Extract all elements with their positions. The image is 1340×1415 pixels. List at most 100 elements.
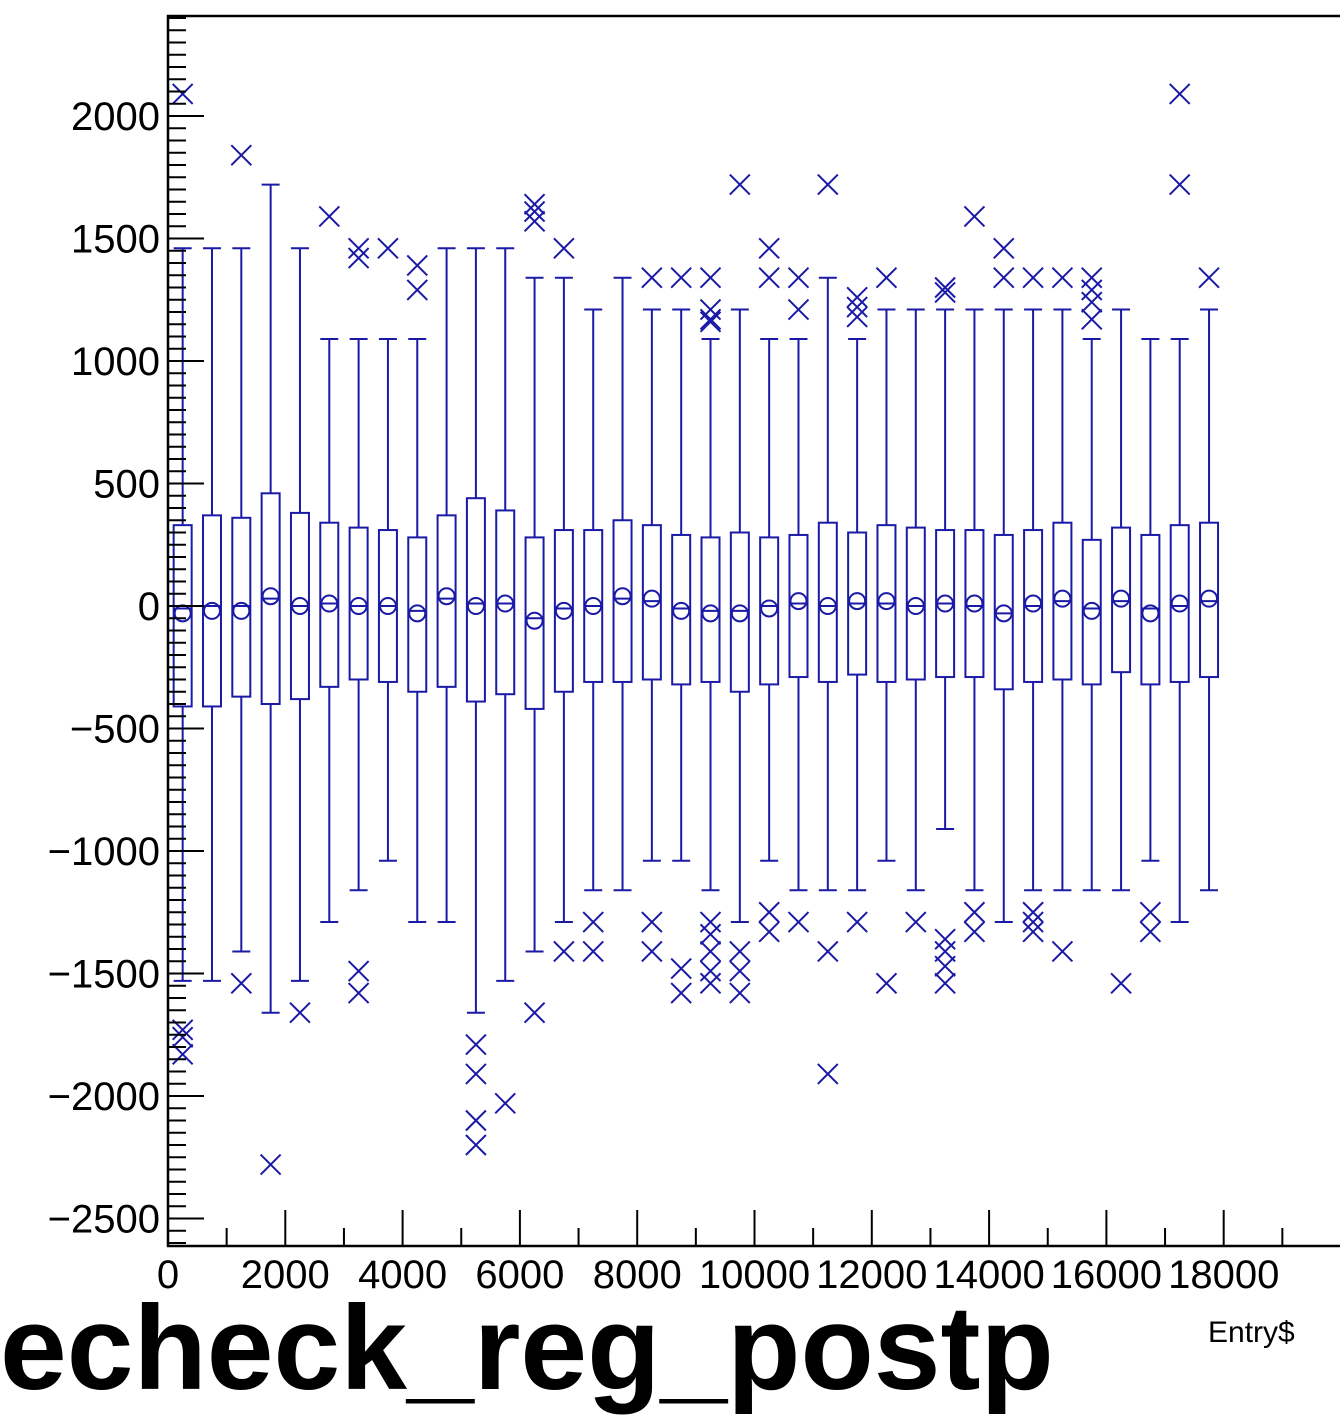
mean-marker	[290, 597, 309, 615]
mean-marker	[613, 587, 632, 606]
outlier-marker	[465, 1134, 487, 1156]
outlier-marker	[641, 911, 663, 933]
y-tick-label: 500	[93, 463, 160, 507]
outlier-marker	[230, 144, 253, 166]
outlier-marker	[699, 972, 722, 995]
mean-marker	[994, 604, 1013, 623]
mean-marker	[378, 597, 397, 615]
box-body	[407, 536, 428, 693]
outlier-marker	[787, 911, 810, 933]
outlier-marker	[787, 266, 810, 289]
box	[875, 266, 898, 995]
outlier-marker	[641, 266, 663, 289]
outlier-marker	[377, 237, 399, 260]
outlier-marker	[699, 940, 722, 963]
box	[1051, 266, 1074, 963]
x-tick-label: 18000	[1168, 1253, 1279, 1297]
box	[1198, 266, 1220, 892]
box	[523, 193, 546, 1024]
outlier-marker	[699, 311, 722, 333]
outlier-marker	[289, 1001, 311, 1024]
y-tick-label: 1000	[71, 340, 160, 384]
mean-marker	[496, 594, 515, 613]
outlier-marker	[934, 281, 956, 304]
outlier-marker	[817, 1063, 839, 1085]
outlier-marker	[729, 173, 751, 196]
mean-marker	[554, 601, 573, 620]
outlier-marker	[1169, 173, 1191, 196]
plot-background	[0, 0, 1340, 1362]
outlier-marker	[318, 205, 340, 228]
outlier-marker	[347, 237, 370, 260]
box-body	[964, 529, 985, 679]
outlier-marker	[846, 306, 868, 328]
outlier-marker	[993, 237, 1015, 260]
outlier-marker	[670, 982, 692, 1004]
box	[494, 247, 516, 1115]
outlier-marker	[553, 940, 575, 963]
outlier-marker	[875, 266, 898, 289]
outlier-marker	[171, 83, 194, 105]
outlier-marker	[1051, 266, 1074, 289]
x-tick-label: 8000	[593, 1253, 682, 1297]
box-body	[671, 533, 692, 686]
mean-marker	[1024, 594, 1043, 613]
outlier-marker	[758, 237, 780, 260]
box-body	[436, 514, 457, 688]
mean-marker	[760, 599, 779, 618]
box	[993, 237, 1015, 924]
outlier-marker	[963, 921, 986, 943]
outlier-marker	[934, 276, 956, 299]
mean-marker	[1112, 589, 1131, 608]
outlier-marker	[963, 901, 986, 923]
outlier-marker	[846, 911, 868, 933]
mean-marker	[642, 589, 661, 608]
x-tick-label: 0	[157, 1253, 179, 1297]
outlier-marker	[1139, 901, 1162, 923]
mean-marker	[818, 597, 837, 615]
outlier-marker	[817, 940, 839, 963]
box-body	[319, 521, 340, 688]
outlier-marker	[670, 266, 692, 289]
box	[934, 276, 956, 995]
box	[582, 308, 604, 963]
outlier-marker	[582, 911, 604, 933]
x-tick-label: 4000	[358, 1253, 447, 1297]
box	[553, 237, 575, 963]
outlier-marker	[787, 298, 810, 321]
mean-marker	[730, 604, 749, 623]
box-body	[172, 524, 193, 708]
outlier-marker	[670, 957, 692, 980]
outlier-marker	[553, 237, 575, 260]
outlier-marker	[729, 940, 751, 963]
outlier-marker	[993, 266, 1015, 289]
outlier-marker	[230, 972, 253, 995]
mean-marker	[202, 601, 221, 620]
box-body	[993, 533, 1014, 691]
box-body	[231, 516, 252, 698]
box	[905, 308, 927, 933]
mean-marker	[320, 594, 339, 613]
outlier-marker	[729, 982, 751, 1004]
box-body	[1081, 538, 1102, 686]
box-body	[201, 514, 222, 708]
box-body	[817, 521, 838, 683]
x-tick-label: 2000	[241, 1253, 330, 1297]
box	[612, 276, 633, 892]
box-body	[465, 497, 486, 703]
outlier-marker	[347, 247, 370, 269]
box-body	[700, 536, 721, 683]
mean-marker	[525, 611, 544, 630]
box	[318, 205, 340, 924]
outlier-marker	[406, 254, 428, 277]
box-body	[524, 536, 545, 710]
box-body	[612, 519, 633, 683]
y-tick-label: 2000	[71, 95, 160, 139]
box	[1081, 266, 1103, 892]
y-tick-label: −1000	[48, 830, 160, 874]
outlier-marker	[1022, 921, 1044, 943]
outlier-marker	[1110, 972, 1132, 995]
box	[699, 266, 722, 995]
box	[1169, 83, 1191, 924]
y-tick-label: −1500	[48, 953, 160, 997]
